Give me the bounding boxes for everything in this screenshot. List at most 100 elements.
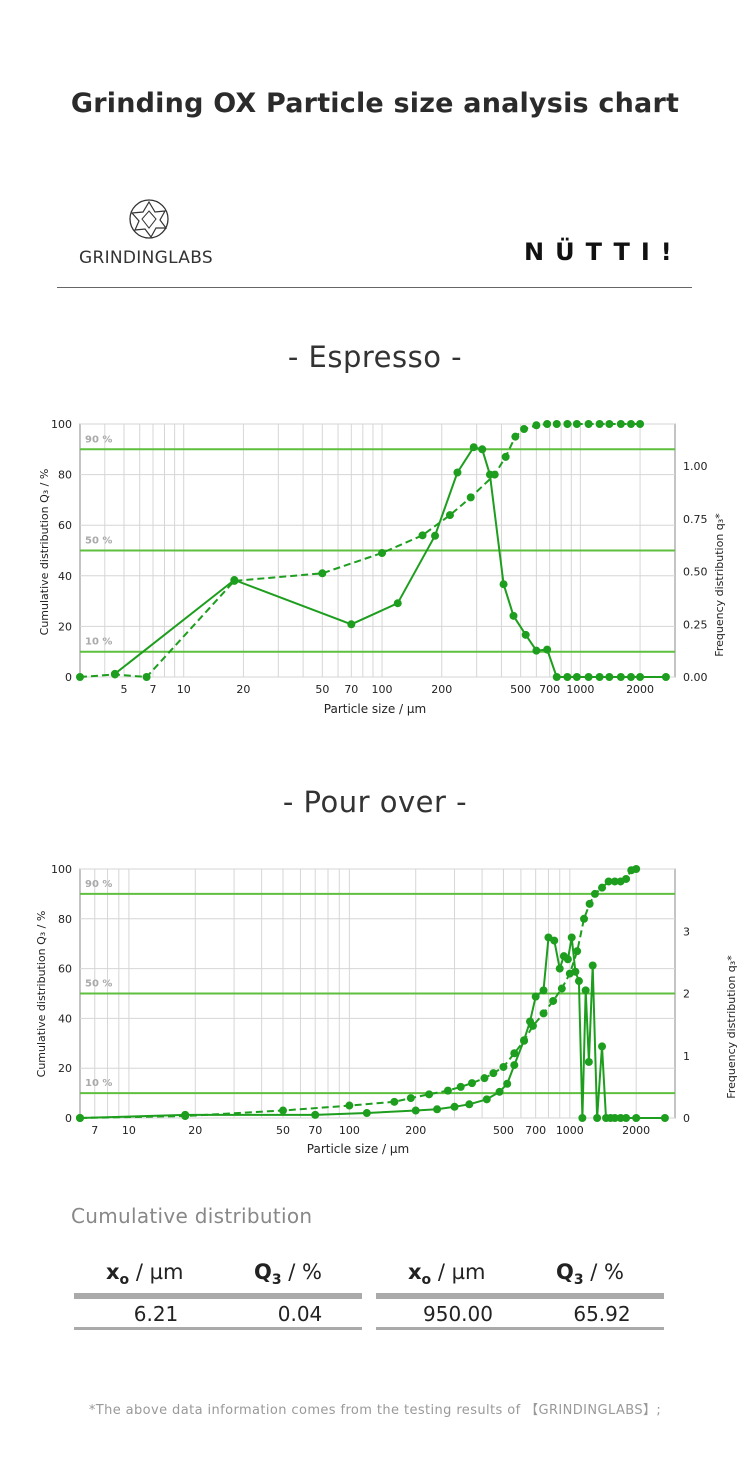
pourover-frequency-point: [76, 1114, 84, 1122]
pourover-cumulative-point: [610, 877, 619, 886]
espresso-cumulative-point: [563, 420, 572, 428]
cumulative-table-right: xo / µm Q3 / % 950.00 65.92: [376, 1258, 664, 1334]
pourover-ticks: 7 10 20 50 70 100 200 500 700 1000 200002040608010…: [51, 863, 690, 1137]
pourover-frequency-point: [503, 1079, 512, 1088]
espresso-cumulative-point: [543, 420, 552, 428]
espresso-cumulative-point: [501, 452, 510, 461]
espresso-cumulative-point: [605, 420, 614, 428]
x-tick-label: 7: [91, 1124, 98, 1137]
espresso-frequency-point: [469, 443, 478, 452]
pourover-cumulative-point: [604, 877, 613, 886]
y-left-tick-label: 60: [58, 963, 72, 976]
y-right-tick-label: 0.00: [683, 671, 708, 684]
espresso-frequency-point: [661, 673, 670, 681]
reference-line-label: 90 %: [85, 434, 112, 445]
espresso-cumulative-point: [142, 673, 151, 681]
reference-line-label: 50 %: [85, 979, 112, 990]
table-header-rule: [376, 1293, 664, 1299]
espresso-section-title: - Espresso -: [287, 340, 463, 374]
espresso-frequency-point: [636, 673, 645, 681]
espresso-plot-area: 90 %50 %10 % 5 7 10 20 50 70 100 200 500 700 1000 2…: [51, 418, 708, 696]
y-left-tick-label: 80: [58, 469, 72, 482]
espresso-chart: 90 %50 %10 % 5 7 10 20 50 70 100 200 500 700 1000 2…: [38, 418, 726, 716]
pourover-frequency-point: [567, 933, 576, 942]
espresso-cumulative-point: [378, 549, 387, 558]
y-left-tick-label: 60: [58, 519, 72, 532]
pourover-cumulative-point: [557, 984, 566, 993]
pourover-cumulative-point: [580, 914, 589, 923]
pourover-frequency-point: [526, 1017, 535, 1026]
pourover-frequency-point: [539, 986, 548, 995]
y-left-tick-label: 100: [51, 863, 72, 876]
pourover-frequency-point: [433, 1105, 442, 1114]
x-tick-label: 100: [372, 683, 393, 696]
espresso-cumulative-point: [584, 420, 593, 428]
espresso-frequency-point: [453, 468, 462, 477]
pourover-cumulative-point: [585, 899, 594, 908]
pourover-frequency-point: [632, 1114, 641, 1122]
x-tick-label: 700: [525, 1124, 546, 1137]
y-right-tick-label: 0: [683, 1112, 690, 1125]
header-q3: Q3 / %: [556, 1260, 624, 1289]
y-right-tick-label: 0.25: [683, 618, 708, 631]
x-tick-label: 200: [431, 683, 452, 696]
pourover-cumulative-point: [480, 1074, 489, 1083]
espresso-cumulative-point: [418, 531, 427, 540]
x-tick-label: 10: [122, 1124, 136, 1137]
pourover-frequency-point: [531, 992, 540, 1001]
espresso-x-axis-label: Particle size / µm: [324, 702, 426, 716]
espresso-frequency-point: [584, 673, 593, 681]
header-divider: [57, 287, 692, 288]
espresso-frequency-point: [572, 673, 581, 681]
pourover-frequency-point: [482, 1095, 491, 1104]
pourover-frequency-point: [574, 977, 583, 986]
x-tick-label: 20: [188, 1124, 202, 1137]
espresso-y-axis-right-label: Frequency distribution q₃*: [713, 513, 726, 657]
pourover-cumulative-point: [622, 874, 631, 883]
pourover-cumulative-point: [278, 1106, 287, 1115]
espresso-frequency-point: [110, 669, 119, 678]
reference-line-label: 50 %: [85, 536, 112, 547]
y-right-tick-label: 2: [683, 988, 690, 1001]
espresso-cumulative-point: [572, 420, 581, 428]
pourover-frequency-point: [362, 1109, 371, 1118]
pourover-frequency-point: [598, 1042, 607, 1051]
pourover-frequency-point: [555, 964, 564, 973]
pourover-plot-area: 90 %50 %10 % 7 10 20 50 70 100 200 500 700 1000 20…: [51, 863, 690, 1137]
pourover-frequency-point: [510, 1061, 519, 1070]
grindinglabs-logo-icon: [126, 198, 172, 248]
table-cell-q: 0.04: [277, 1302, 323, 1326]
espresso-frequency-point: [543, 645, 552, 654]
espresso-cumulative-point: [552, 420, 561, 428]
espresso-cumulative-point: [595, 420, 604, 428]
pourover-frequency-point: [581, 986, 590, 995]
pourover-cumulative-point: [510, 1049, 519, 1058]
pourover-cumulative-point: [345, 1101, 354, 1110]
espresso-frequency-point: [499, 580, 508, 589]
x-tick-label: 1000: [566, 683, 594, 696]
y-left-tick-label: 40: [58, 570, 72, 583]
table-bottom-rule: [74, 1327, 362, 1330]
reference-line-label: 10 %: [85, 1078, 112, 1089]
espresso-frequency-point: [431, 531, 440, 540]
pourover-cumulative-point: [632, 865, 641, 873]
pourover-frequency-point: [563, 955, 572, 964]
espresso-frequency-point: [485, 470, 494, 479]
pourover-section-title: - Pour over -: [282, 785, 468, 819]
espresso-y-axis-left-label: Cumulative distribution Q₃ / %: [38, 469, 51, 636]
espresso-frequency-point: [230, 576, 239, 585]
grindinglabs-brand: GRINDINGLABS: [79, 248, 213, 268]
nutti-brand-logo: NÜTTI!: [524, 238, 683, 266]
espresso-frequency-point: [605, 673, 614, 681]
espresso-frequency-point: [595, 673, 604, 681]
pourover-cumulative-point: [443, 1086, 452, 1095]
espresso-ticks: 5 7 10 20 50 70 100 200 500 700 1000 2000 0 20 40 60 80 1…: [51, 418, 708, 696]
table-header: xo / µm Q3 / %: [376, 1258, 664, 1290]
espresso-frequency-point: [509, 611, 518, 620]
pourover-frequency-point: [181, 1110, 190, 1119]
pourover-cumulative-point: [425, 1090, 434, 1099]
y-left-tick-label: 0: [65, 1112, 72, 1125]
pourover-frequency-point: [578, 1114, 587, 1122]
pourover-frequency-point: [588, 961, 597, 970]
espresso-frequency-point: [347, 620, 356, 629]
